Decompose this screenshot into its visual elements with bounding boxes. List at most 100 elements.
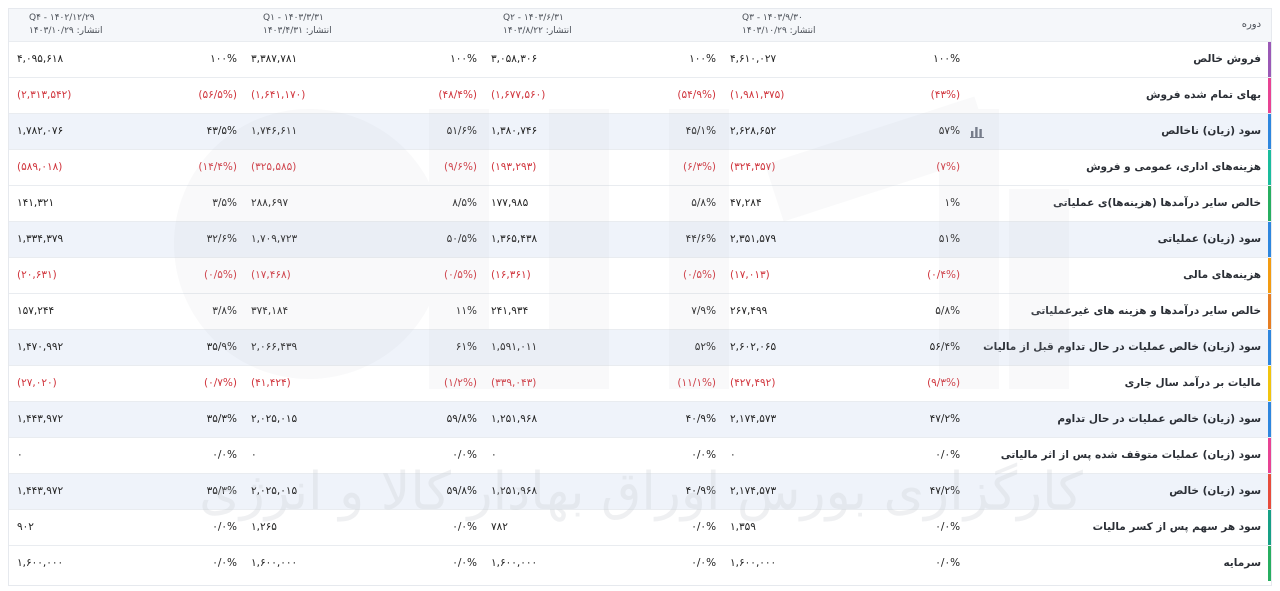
percent-cell-q4: ۳۲/۶% — [206, 233, 238, 245]
table-row: سود (زیان) عملیاتی ۵۱% ۲,۳۵۱,۵۷۹ ۴۴/۶% ۱,۳۶۵… — [9, 221, 1271, 257]
value-cell-q2: ۱,۳۶۵,۴۳۸ — [491, 233, 538, 245]
percent-cell-q3: ۰/۰% — [935, 557, 961, 570]
row-label-text: سود (زیان) خالص — [1169, 485, 1262, 497]
value-cell-q4: ۱۴۱,۳۲۱ — [17, 197, 55, 209]
percent-cell-q2: ۷/۹% — [691, 305, 717, 317]
value-cell-q4: ۱,۴۴۳,۹۷۲ — [17, 413, 64, 425]
value-cell-q2: (۳۳۹,۰۴۳) — [491, 377, 537, 389]
income-statement-table: دوره Q۳ - ۱۴۰۳/۹/۳۰ انتشار: ۱۴۰۳/۱۰/۲۹ Q… — [9, 9, 1271, 581]
percent-cell-q1: ۸/۵% — [452, 197, 478, 209]
value-cell-q4: ۱,۳۳۴,۳۷۹ — [17, 233, 64, 245]
period-name: Q۴ - ۱۴۰۲/۱۲/۲۹ — [29, 12, 95, 23]
value-cell-q4: ۱,۴۷۰,۹۹۲ — [17, 341, 64, 353]
percent-cell-q1: ۶۱% — [455, 341, 478, 353]
value-cell-q3: (۱۷,۰۱۳) — [730, 269, 770, 281]
percent-cell-q4: ۱۰۰% — [210, 53, 238, 65]
percent-cell-q4: ۳۵/۳% — [206, 485, 238, 497]
period-published: انتشار: ۱۴۰۳/۸/۲۲ — [503, 25, 572, 36]
percent-cell-q3: (۷%) — [936, 161, 961, 173]
row-label-text: خالص سایر درآمدها و هزینه های غیرعملیاتی — [1030, 305, 1262, 317]
value-cell-q1: ۲,۰۶۶,۴۳۹ — [251, 341, 298, 353]
row-label-text: سود (زیان) عملیات متوقف شده پس از اثر ما… — [1000, 449, 1262, 461]
percent-cell-q1: ۱۰۰% — [450, 53, 478, 65]
value-cell-q4: ۱,۴۴۳,۹۷۲ — [17, 485, 64, 497]
value-cell-q1: ۲۸۸,۶۹۷ — [251, 197, 289, 209]
percent-cell-q4: ۰/۰% — [212, 557, 238, 570]
value-cell-q4: ۱,۷۸۲,۰۷۶ — [17, 125, 64, 137]
value-cell-q3: ۲,۶۰۲,۰۶۵ — [730, 341, 777, 353]
row-color-bar — [1268, 257, 1271, 293]
table-row: مالیات بر درآمد سال جاری (۹/۳%) (۴۲۷,۴۹۲) (… — [9, 365, 1271, 401]
value-cell-q1: ۱,۷۰۹,۷۲۳ — [251, 233, 298, 245]
value-cell-q1: (۱۷,۴۶۸) — [251, 269, 291, 281]
table-row: هزینه‌های اداری، عمومی و فروش (۷%) (۳۲۴,۳۵… — [9, 149, 1271, 185]
value-cell-q4: ۴,۰۹۵,۶۱۸ — [17, 53, 64, 65]
percent-cell-q3: ۰/۰% — [935, 449, 961, 461]
value-cell-q1: ۱,۷۴۶,۶۱۱ — [251, 125, 298, 137]
value-cell-q1: ۲,۰۲۵,۰۱۵ — [251, 413, 298, 425]
row-color-bar — [1268, 293, 1271, 329]
percent-cell-q1: ۵۹/۸% — [446, 413, 478, 425]
percent-cell-q3: ۵۶/۴% — [929, 341, 961, 353]
percent-cell-q4: (۱۴/۴%) — [198, 161, 238, 173]
row-label: فروش خالص — [966, 41, 1271, 77]
table-row: سود (زیان) ناخالص ۵۷% ۲,۶۲۸,۶۵۲ ۴۵/۱% ۱,۳۸۰,… — [9, 113, 1271, 149]
percent-cell-q4: ۰/۰% — [212, 521, 238, 533]
row-color-bar — [1268, 473, 1271, 509]
percent-cell-q2: (۶/۳%) — [683, 161, 717, 173]
value-cell-q2: (۱۶,۳۶۱) — [491, 269, 531, 281]
value-cell-q2: ۱,۵۹۱,۰۱۱ — [491, 341, 538, 353]
value-cell-q3: ۱,۳۵۹ — [730, 521, 756, 533]
period-header-q1[interactable]: Q۱ - ۱۴۰۳/۳/۳۱ انتشار: ۱۴۰۳/۴/۳۱ — [243, 9, 483, 41]
period-name: Q۱ - ۱۴۰۳/۳/۳۱ — [263, 12, 324, 23]
value-cell-q4: ۱۵۷,۲۴۴ — [17, 305, 55, 317]
percent-cell-q2: ۰/۰% — [691, 557, 717, 570]
row-label: سود (زیان) عملیات متوقف شده پس از اثر ما… — [966, 437, 1271, 473]
percent-cell-q2: ۴۰/۹% — [685, 485, 717, 497]
value-cell-q2: ۳,۰۵۸,۳۰۶ — [491, 53, 538, 65]
percent-cell-q1: (۰/۵%) — [444, 269, 478, 281]
value-cell-q3: ۲,۱۷۴,۵۷۳ — [730, 485, 777, 497]
percent-cell-q2: ۱۰۰% — [689, 53, 717, 65]
table-row: سود هر سهم پس از کسر مالیات ۰/۰% ۱,۳۵۹ ۰/۰%… — [9, 509, 1271, 545]
value-cell-q1: (۴۱,۴۲۴) — [251, 377, 291, 389]
period-header-q4[interactable]: Q۴ - ۱۴۰۲/۱۲/۲۹ انتشار: ۱۴۰۳/۱۰/۲۹ — [9, 9, 243, 41]
percent-cell-q1: ۵۹/۸% — [446, 485, 478, 497]
value-cell-q3: ۲,۱۷۴,۵۷۳ — [730, 413, 777, 425]
percent-cell-q3: ۴۷/۲% — [929, 413, 961, 425]
row-color-bar — [1268, 329, 1271, 365]
value-cell-q2: ۷۸۲ — [491, 521, 508, 533]
percent-cell-q3: ۵۱% — [938, 233, 961, 245]
table-row: سود (زیان) خالص ۴۷/۲% ۲,۱۷۴,۵۷۳ ۴۰/۹% ۱,۲۵۱,… — [9, 473, 1271, 509]
percent-cell-q1: ۰/۰% — [452, 449, 478, 461]
percent-cell-q4: ۰/۰% — [212, 449, 238, 461]
value-cell-q3: ۰ — [730, 449, 736, 461]
value-cell-q4: ۹۰۲ — [17, 521, 34, 533]
percent-cell-q2: ۵/۸% — [691, 197, 717, 209]
period-name: Q۲ - ۱۴۰۳/۶/۳۱ — [503, 12, 564, 23]
percent-cell-q4: (۰/۷%) — [204, 377, 238, 389]
table-row: سود (زیان) خالص عملیات در حال تداوم ۴۷/۲%… — [9, 401, 1271, 437]
percent-cell-q2: ۵۲% — [694, 341, 717, 353]
row-label: سود هر سهم پس از کسر مالیات — [966, 509, 1271, 545]
period-header-q3[interactable]: Q۳ - ۱۴۰۳/۹/۳۰ انتشار: ۱۴۰۳/۱۰/۲۹ — [722, 9, 966, 41]
row-label: هزینه‌های مالی — [966, 257, 1271, 293]
value-cell-q4: (۲۰,۶۳۱) — [17, 269, 57, 281]
value-cell-q3: ۴,۶۱۰,۰۲۷ — [730, 53, 777, 65]
row-label-text: خالص سایر درآمدها (هزینه‌ها)ی عملیاتی — [1052, 197, 1262, 209]
period-header-q2[interactable]: Q۲ - ۱۴۰۳/۶/۳۱ انتشار: ۱۴۰۳/۸/۲۲ — [483, 9, 722, 41]
value-cell-q1: ۳,۳۸۷,۷۸۱ — [251, 53, 298, 65]
value-cell-q4: ۰ — [17, 449, 23, 461]
value-cell-q4: (۲,۳۱۳,۵۴۲) — [17, 89, 72, 101]
row-label-text: سود هر سهم پس از کسر مالیات — [1092, 521, 1262, 533]
percent-cell-q4: ۳۵/۳% — [206, 413, 238, 425]
row-color-bar — [1268, 113, 1271, 149]
row-color-bar — [1268, 437, 1271, 473]
value-cell-q2: (۱,۶۷۷,۵۶۰) — [491, 89, 546, 101]
value-cell-q4: (۲۷,۰۲۰) — [17, 377, 57, 389]
value-cell-q4: (۵۸۹,۰۱۸) — [17, 161, 63, 173]
row-label-text: مالیات بر درآمد سال جاری — [1124, 377, 1262, 389]
percent-cell-q3: ۱% — [944, 197, 961, 209]
bar-chart-icon[interactable] — [970, 124, 985, 138]
row-label-text: فروش خالص — [1193, 53, 1262, 65]
